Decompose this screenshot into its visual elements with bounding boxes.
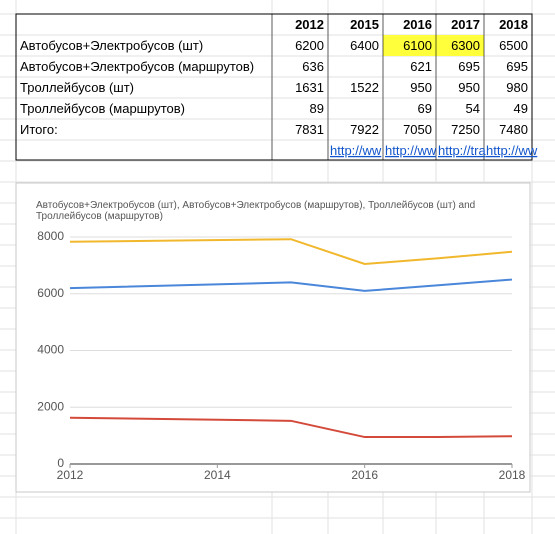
table-cell: 49 <box>514 101 528 116</box>
table-cell: Троллейбусов (шт) <box>20 80 134 95</box>
x-tick-label: 2018 <box>499 468 526 482</box>
table-cell: Автобусов+Электробусов (маршрутов) <box>20 59 254 74</box>
series-line <box>69 416 513 439</box>
table-cell: 1522 <box>350 80 379 95</box>
y-tick-label: 0 <box>57 456 64 470</box>
link-cell[interactable]: http://ww <box>385 143 437 158</box>
y-tick-label: 2000 <box>37 399 64 413</box>
cell-highlight <box>383 35 436 56</box>
table-cell: 2018 <box>499 17 528 32</box>
table-cell: 6500 <box>499 38 528 53</box>
table-cell: Троллейбусов (маршрутов) <box>20 101 185 116</box>
y-tick-label: 4000 <box>37 343 64 357</box>
table-cell: 6400 <box>350 38 379 53</box>
table-cell: 950 <box>410 80 432 95</box>
table-cell: 621 <box>410 59 432 74</box>
table-cell: Итого: <box>20 122 58 137</box>
y-tick-label: 6000 <box>37 286 64 300</box>
series-line <box>69 278 513 292</box>
x-tick-label: 2016 <box>351 468 378 482</box>
table-cell: 636 <box>302 59 324 74</box>
table-cell: 7050 <box>403 122 432 137</box>
table-cell: 2017 <box>451 17 480 32</box>
table-cell: 1631 <box>295 80 324 95</box>
table-cell: 7480 <box>499 122 528 137</box>
table-cell: 980 <box>506 80 528 95</box>
table-cell: 695 <box>458 59 480 74</box>
y-tick-label: 8000 <box>37 229 64 243</box>
link-cell[interactable]: http://tra <box>438 143 486 158</box>
chart-title: Автобусов+Электробусов (шт), Автобусов+Э… <box>36 199 475 222</box>
chart-frame <box>15 182 531 493</box>
table-cell: 54 <box>466 101 480 116</box>
table-cell: 6300 <box>451 38 480 53</box>
table-cell: 7922 <box>350 122 379 137</box>
table-cell: Автобусов+Электробусов (шт) <box>20 38 203 53</box>
table-cell: 7250 <box>451 122 480 137</box>
table-cell: 6100 <box>403 38 432 53</box>
table-cell: 695 <box>506 59 528 74</box>
table-cell: 950 <box>458 80 480 95</box>
x-tick-label: 2012 <box>57 468 84 482</box>
table-border <box>15 13 533 161</box>
cell-highlight <box>436 35 484 56</box>
link-cell[interactable]: http://ww <box>330 143 382 158</box>
table-cell: 69 <box>418 101 432 116</box>
x-tick-label: 2014 <box>204 468 231 482</box>
table-cell: 6200 <box>295 38 324 53</box>
table-cell: 2015 <box>350 17 379 32</box>
link-cell[interactable]: http://ww <box>486 143 538 158</box>
table-cell: 2012 <box>295 17 324 32</box>
series-line <box>69 238 513 265</box>
table-cell: 7831 <box>295 122 324 137</box>
table-cell: 89 <box>310 101 324 116</box>
table-cell: 2016 <box>403 17 432 32</box>
